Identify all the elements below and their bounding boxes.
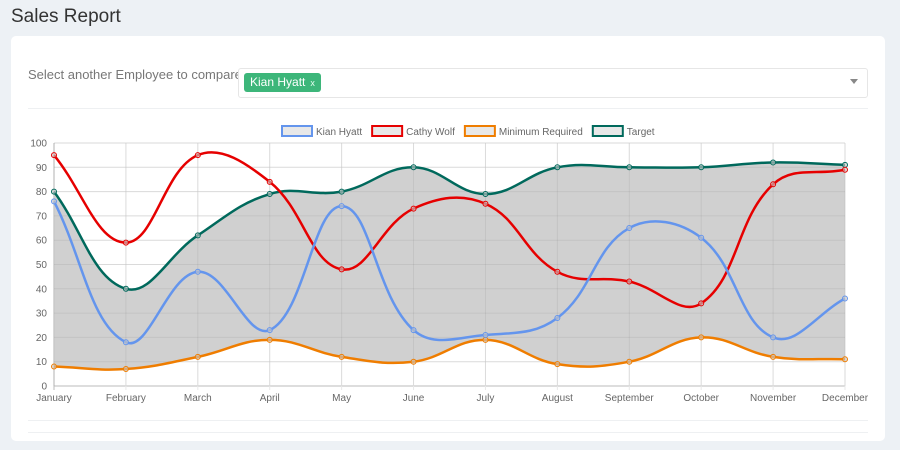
data-point-minimum-required <box>626 358 633 365</box>
data-point-minimum-required <box>770 353 777 360</box>
y-tick-label: 40 <box>36 284 48 295</box>
employee-select[interactable]: Kian Hyatt x <box>238 68 868 98</box>
data-point-cathy-wolf <box>554 268 561 275</box>
data-point-kian-hyatt <box>842 295 848 302</box>
y-tick-label: 100 <box>30 139 47 150</box>
data-point-kian-hyatt <box>626 225 633 232</box>
compare-label: Select another Employee to compare <box>28 67 242 82</box>
data-point-cathy-wolf <box>842 166 848 173</box>
x-tick-label: April <box>260 393 280 404</box>
data-point-minimum-required <box>842 356 848 363</box>
data-point-cathy-wolf <box>122 239 129 246</box>
data-point-minimum-required <box>698 334 705 341</box>
data-point-minimum-required <box>410 358 417 365</box>
x-tick-label: August <box>542 393 573 404</box>
data-point-kian-hyatt <box>482 331 489 338</box>
legend-item[interactable]: Cathy Wolf <box>371 125 455 138</box>
data-point-kian-hyatt <box>194 268 201 275</box>
data-point-kian-hyatt <box>338 203 345 210</box>
data-point-cathy-wolf <box>51 152 57 159</box>
data-point-kian-hyatt <box>122 339 129 346</box>
y-tick-label: 0 <box>41 382 47 393</box>
data-point-target <box>338 188 345 195</box>
data-point-target <box>698 164 705 171</box>
data-point-target <box>626 164 633 171</box>
legend-item[interactable]: Minimum Required <box>463 125 583 138</box>
y-tick-label: 20 <box>36 333 48 344</box>
x-tick-label: September <box>605 393 655 404</box>
y-tick-label: 90 <box>36 163 48 174</box>
data-point-cathy-wolf <box>770 181 777 188</box>
x-tick-label: December <box>822 393 869 404</box>
y-tick-label: 50 <box>36 260 48 271</box>
data-point-target <box>770 159 777 166</box>
data-point-target <box>194 232 201 239</box>
legend-swatch <box>463 125 496 137</box>
x-tick-label: November <box>750 393 797 404</box>
data-point-cathy-wolf <box>338 266 345 273</box>
legend-item[interactable]: Kian Hyatt <box>281 125 362 138</box>
target-fill-area <box>54 162 845 370</box>
legend-label: Cathy Wolf <box>406 127 455 138</box>
data-point-target <box>122 285 129 292</box>
data-point-cathy-wolf <box>626 278 633 285</box>
x-tick-label: July <box>477 393 495 404</box>
legend-swatch <box>281 125 313 137</box>
y-tick-label: 80 <box>36 187 48 198</box>
series-line-minimum-required <box>53 336 846 371</box>
divider <box>28 108 868 109</box>
x-tick-label: October <box>683 393 719 404</box>
data-point-target <box>554 164 561 171</box>
data-point-kian-hyatt <box>266 327 273 334</box>
y-tick-label: 10 <box>36 357 48 368</box>
data-point-cathy-wolf <box>410 205 417 212</box>
legend-swatch <box>591 125 624 137</box>
data-point-minimum-required <box>122 365 129 372</box>
y-tick-label: 70 <box>36 211 48 222</box>
legend-swatch <box>371 125 404 137</box>
series-line-cathy-wolf <box>53 151 846 309</box>
x-tick-label: March <box>184 393 212 404</box>
divider <box>28 432 868 433</box>
data-point-kian-hyatt <box>410 327 417 334</box>
data-point-minimum-required <box>266 336 273 343</box>
data-point-minimum-required <box>554 361 561 368</box>
data-point-cathy-wolf <box>482 200 489 207</box>
x-tick-label: February <box>106 393 146 404</box>
data-point-kian-hyatt <box>698 234 705 241</box>
divider <box>28 420 868 421</box>
x-tick-label: May <box>332 393 351 404</box>
data-point-target <box>51 188 57 195</box>
data-point-cathy-wolf <box>698 300 705 307</box>
data-point-minimum-required <box>51 363 57 370</box>
data-point-target <box>266 191 273 198</box>
data-point-cathy-wolf <box>266 178 273 185</box>
caret-down-icon[interactable] <box>850 79 858 84</box>
page-title: Sales Report <box>11 6 121 27</box>
data-point-minimum-required <box>482 336 489 343</box>
selected-employee-tag: Kian Hyatt x <box>244 73 321 92</box>
y-tick-label: 30 <box>36 309 48 320</box>
data-point-kian-hyatt <box>770 334 777 341</box>
y-tick-label: 60 <box>36 236 48 247</box>
data-point-minimum-required <box>338 353 345 360</box>
tag-label: Kian Hyatt <box>250 75 306 89</box>
data-point-target <box>410 164 417 171</box>
remove-tag-icon[interactable]: x <box>310 78 315 88</box>
x-tick-label: June <box>403 393 425 404</box>
legend-item[interactable]: Target <box>591 125 655 138</box>
x-tick-label: January <box>36 393 72 404</box>
legend: Kian Hyatt Cathy Wolf Minimum Required Targ… <box>281 125 655 138</box>
data-point-kian-hyatt <box>51 198 57 205</box>
data-point-target <box>482 191 489 198</box>
legend-label: Minimum Required <box>499 127 583 138</box>
data-point-minimum-required <box>194 353 201 360</box>
data-point-kian-hyatt <box>554 314 561 321</box>
data-point-cathy-wolf <box>194 152 201 159</box>
legend-label: Target <box>627 127 655 138</box>
legend-label: Kian Hyatt <box>316 127 362 138</box>
data-point-target <box>842 161 848 168</box>
